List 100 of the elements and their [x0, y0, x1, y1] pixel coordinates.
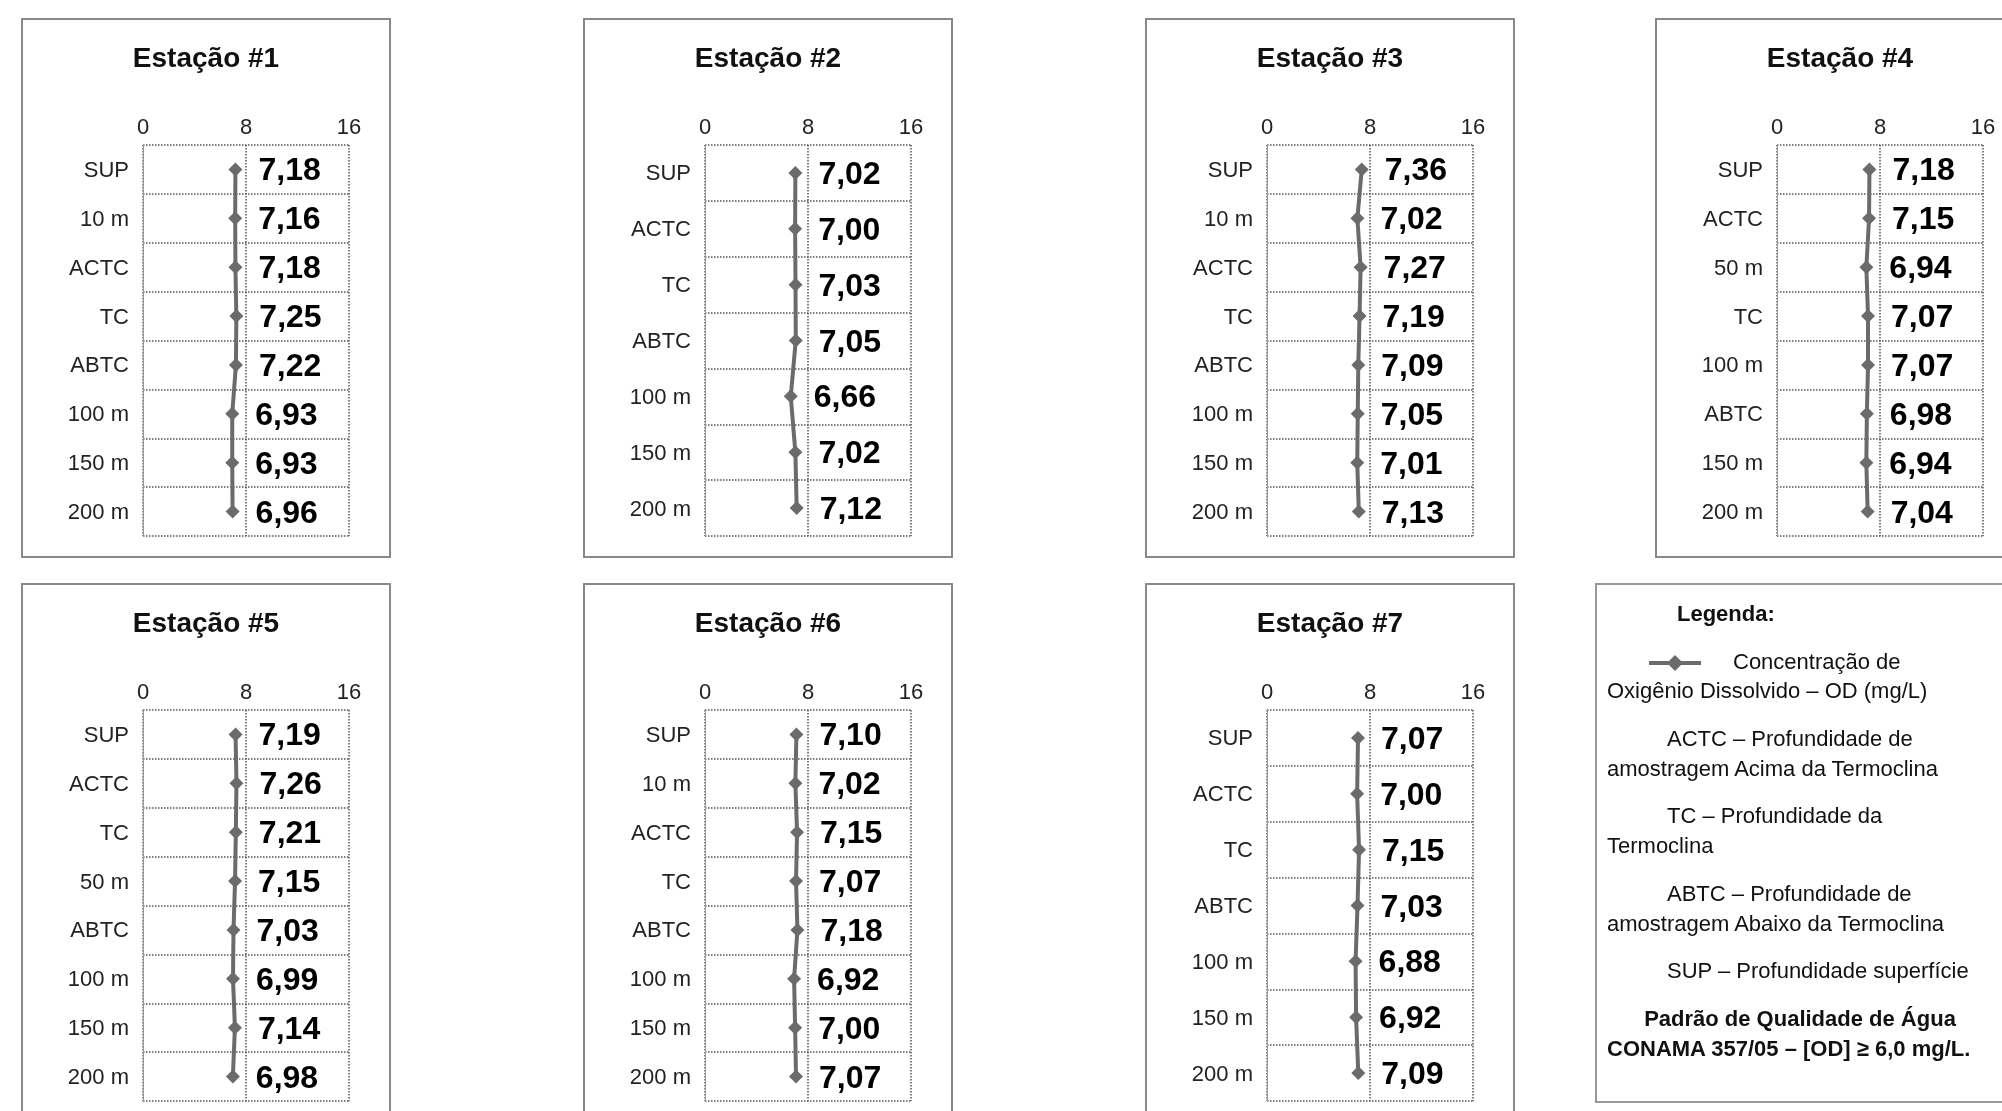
x-tick-label: 8 [239, 678, 253, 704]
x-tick-label: 0 [1260, 113, 1274, 139]
y-tick-label: TC [1223, 837, 1254, 863]
y-tick-label: ABTC [1194, 893, 1254, 918]
x-tick-label: 0 [698, 113, 712, 139]
y-tick-label: SUP [1717, 156, 1763, 182]
data-label: 7,26 [259, 765, 322, 802]
point [788, 165, 803, 180]
y-tick-label: TC [661, 272, 692, 298]
x-tick-label: 16 [336, 113, 362, 139]
data-label: 7,00 [1380, 775, 1443, 812]
x-tick-label: 16 [898, 113, 924, 139]
y-tick-label: 100 m [1191, 948, 1253, 974]
data-label: 6,99 [256, 960, 319, 997]
data-label: 7,18 [258, 249, 321, 286]
data-label: 7,15 [820, 814, 883, 851]
x-tick-label: 8 [801, 678, 815, 704]
data-label: 7,01 [1380, 444, 1443, 481]
y-tick-label: 200 m [1701, 499, 1763, 525]
data-label: 7,15 [1892, 200, 1955, 237]
y-tick-label: ABTC [1194, 352, 1254, 378]
y-tick-label: SUP [1207, 725, 1253, 751]
data-label: 7,07 [1891, 346, 1954, 383]
text: ABTC – Profundidade de amostragem Abaixo da Termoclina [1607, 879, 1946, 938]
y-tick-label: ACTC [69, 254, 130, 280]
x-tick-label: 0 [1770, 113, 1784, 139]
data-label: 7,09 [1381, 346, 1444, 383]
x-tick-label: 8 [1363, 113, 1377, 139]
x-tick-label: 8 [801, 113, 815, 139]
data-label: 6,93 [255, 395, 318, 432]
point [789, 501, 804, 516]
y-tick-label: ABTC [70, 917, 130, 943]
x-tick-label: 0 [698, 678, 712, 704]
data-label: 7,04 [1890, 493, 1954, 530]
data-label: 7,14 [257, 1009, 321, 1046]
point [788, 277, 803, 292]
y-tick-label: 100 m [67, 401, 129, 427]
data-label: 6,94 [1889, 444, 1952, 481]
data-label: 6,98 [1889, 395, 1953, 432]
x-tick-label: 16 [898, 678, 924, 704]
x-tick-label: 16 [1970, 113, 1996, 139]
data-label: 7,21 [258, 814, 322, 851]
text: Concentração de Oxigênio Dissolvido – OD (mg/L) [1607, 648, 1928, 704]
y-tick-label: 10 m [1204, 205, 1253, 231]
data-label: 7,12 [819, 490, 882, 527]
data-label: 7,05 [818, 322, 882, 359]
text: Padrão de Qualidade de Água [1643, 1004, 1957, 1033]
y-tick-label: TC [1733, 303, 1764, 329]
chart-title: Estação #3 [1256, 41, 1404, 73]
x-tick-label: 0 [1260, 678, 1274, 704]
y-tick-label: 10 m [80, 205, 129, 231]
x-tick-label: 0 [136, 113, 150, 139]
y-tick-label: SUP [645, 160, 691, 186]
data-label: 7,02 [1380, 200, 1443, 237]
y-tick-label: 50 m [1714, 254, 1763, 280]
y-tick-label: 100 m [1191, 401, 1253, 427]
data-label: 7,15 [258, 863, 321, 900]
data-label: 7,09 [1381, 1055, 1444, 1092]
x-tick-label: 8 [1873, 113, 1887, 139]
y-tick-label: 200 m [67, 499, 129, 525]
data-label: 6,98 [255, 1058, 319, 1095]
y-tick-label: ACTC [631, 216, 692, 242]
text: ACTC – Profundidade de amostragem Acima da Termoclina [1607, 725, 1939, 783]
y-tick-label: 200 m [1191, 499, 1253, 525]
data-label: 6,66 [813, 378, 877, 415]
y-tick-label: ACTC [1703, 205, 1764, 231]
y-tick-label: 150 m [629, 439, 691, 465]
x-tick-label: 8 [239, 113, 253, 139]
data-label: 6,93 [255, 444, 318, 481]
data-label: 6,94 [1889, 249, 1952, 286]
chart-title: Estação #1 [132, 41, 280, 73]
y-tick-label: TC [1223, 303, 1254, 329]
data-label: 7,07 [1381, 719, 1444, 756]
data-label: 6,88 [1378, 943, 1441, 980]
y-tick-label: 200 m [629, 495, 691, 521]
data-label: 7,02 [818, 434, 881, 471]
text: SUP – Profundidade superfície [1666, 957, 1970, 986]
data-label: 7,15 [1382, 831, 1445, 868]
data-label: 7,19 [258, 716, 321, 753]
data-label: 7,02 [818, 154, 881, 191]
y-tick-label: 100 m [629, 383, 691, 409]
y-tick-label: TC [661, 868, 692, 894]
data-label: 7,25 [259, 298, 322, 335]
y-tick-label: ABTC [632, 328, 692, 353]
y-tick-label: 150 m [1191, 450, 1253, 476]
chart-title: Estação #5 [132, 606, 280, 638]
data-label: 7,00 [818, 1009, 881, 1046]
data-label: 7,18 [1892, 151, 1955, 188]
data-label: 6,92 [817, 960, 880, 997]
data-label: 7,03 [256, 911, 319, 948]
chart-title: Estação #4 [1766, 41, 1914, 73]
y-tick-label: 150 m [67, 1015, 129, 1041]
data-label: 7,03 [818, 266, 881, 303]
y-tick-label: 200 m [1191, 1060, 1253, 1086]
point [788, 333, 803, 348]
y-tick-label: 100 m [629, 966, 691, 992]
data-label: 7,18 [258, 151, 321, 188]
x-tick-label: 0 [136, 678, 150, 704]
data-label: 7,10 [819, 716, 882, 753]
x-tick-label: 16 [336, 678, 362, 704]
